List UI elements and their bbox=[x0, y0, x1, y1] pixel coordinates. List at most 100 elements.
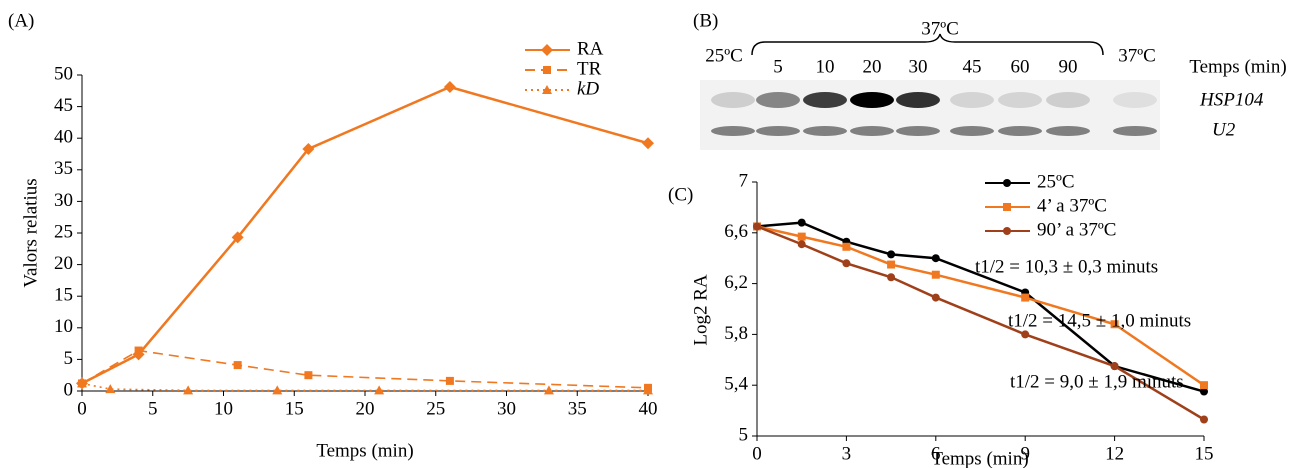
band bbox=[1113, 126, 1157, 136]
lane-label: 60 bbox=[1011, 56, 1030, 77]
x-tick-label: 3 bbox=[842, 443, 852, 464]
marker bbox=[1111, 362, 1119, 370]
marker bbox=[446, 377, 454, 385]
band bbox=[711, 126, 755, 136]
band bbox=[756, 126, 800, 136]
marker bbox=[642, 137, 654, 149]
marker bbox=[1003, 227, 1011, 235]
marker bbox=[1003, 203, 1011, 211]
band bbox=[950, 126, 994, 136]
series-line bbox=[757, 226, 1204, 385]
legend-label: kD bbox=[577, 78, 599, 99]
lane-label: 45 bbox=[963, 56, 982, 77]
lane-label: 5 bbox=[773, 56, 783, 77]
band bbox=[756, 92, 800, 108]
y-tick-label: 5 bbox=[739, 424, 749, 445]
y-tick-label: 20 bbox=[54, 253, 73, 274]
x-tick-label: 0 bbox=[752, 443, 762, 464]
x-tick-label: 12 bbox=[1105, 443, 1124, 464]
marker bbox=[543, 66, 551, 74]
legend-label: TR bbox=[577, 58, 602, 79]
series-line bbox=[82, 87, 648, 383]
band bbox=[850, 92, 894, 108]
x-tick-label: 30 bbox=[497, 398, 516, 419]
y-tick-label: 5,4 bbox=[724, 374, 748, 395]
y-axis-label: Log2 RA bbox=[690, 274, 711, 346]
y-tick-label: 6,2 bbox=[724, 272, 748, 293]
y-tick-label: 35 bbox=[54, 158, 73, 179]
x-tick-label: 20 bbox=[356, 398, 375, 419]
marker bbox=[842, 259, 850, 267]
control-label: 25ºC bbox=[705, 45, 743, 66]
band bbox=[998, 126, 1042, 136]
band bbox=[803, 126, 847, 136]
time-label: Temps (min) bbox=[1189, 56, 1286, 77]
marker bbox=[304, 371, 312, 379]
lane-label: 30 bbox=[909, 56, 928, 77]
series-line bbox=[82, 383, 648, 390]
x-tick-label: 0 bbox=[77, 398, 87, 419]
panel-label: (B) bbox=[693, 10, 718, 31]
panel-label: (A) bbox=[8, 10, 34, 31]
annotation: t1/2 = 14,5 ± 1,0 minuts bbox=[1008, 310, 1191, 331]
annotation: t1/2 = 9,0 ± 1,9 minuts bbox=[1010, 371, 1184, 392]
x-tick-label: 10 bbox=[214, 398, 233, 419]
y-tick-label: 10 bbox=[54, 316, 73, 337]
band bbox=[1113, 92, 1157, 108]
band bbox=[998, 92, 1042, 108]
marker bbox=[932, 294, 940, 302]
marker bbox=[1200, 381, 1208, 389]
marker bbox=[932, 271, 940, 279]
band bbox=[711, 92, 755, 108]
band bbox=[896, 126, 940, 136]
y-tick-label: 45 bbox=[54, 95, 73, 116]
x-axis-label: Temps (min) bbox=[316, 440, 413, 461]
x-axis-label: Temps (min) bbox=[931, 448, 1028, 468]
series-line bbox=[82, 351, 648, 388]
panel-label: (C) bbox=[668, 184, 693, 205]
marker bbox=[1200, 415, 1208, 423]
marker bbox=[842, 243, 850, 251]
marker bbox=[887, 261, 895, 269]
y-axis-label: Valors relatius bbox=[20, 178, 41, 287]
recovery-label: 37ºC bbox=[1118, 45, 1156, 66]
y-tick-label: 50 bbox=[54, 63, 73, 84]
y-tick-label: 30 bbox=[54, 190, 73, 211]
lane-label: 90 bbox=[1059, 56, 1078, 77]
legend-label: 4’ a 37ºC bbox=[1037, 195, 1107, 216]
marker bbox=[887, 250, 895, 258]
y-tick-label: 40 bbox=[54, 127, 73, 148]
annotation: t1/2 = 10,3 ± 0,3 minuts bbox=[975, 256, 1158, 277]
marker bbox=[753, 222, 761, 230]
y-tick-label: 25 bbox=[54, 221, 73, 242]
x-tick-label: 5 bbox=[148, 398, 158, 419]
band bbox=[1046, 92, 1090, 108]
band bbox=[1046, 126, 1090, 136]
y-tick-label: 7 bbox=[739, 170, 749, 191]
x-tick-label: 25 bbox=[426, 398, 445, 419]
gene-label: HSP104 bbox=[1199, 89, 1264, 110]
y-tick-label: 5,8 bbox=[724, 323, 748, 344]
lane-label: 20 bbox=[863, 56, 882, 77]
legend-label: 90’ a 37ºC bbox=[1037, 219, 1116, 240]
marker bbox=[1021, 294, 1029, 302]
gene-label: U2 bbox=[1212, 119, 1236, 140]
marker bbox=[1003, 179, 1011, 187]
marker bbox=[932, 254, 940, 262]
marker bbox=[444, 81, 456, 93]
x-tick-label: 15 bbox=[285, 398, 304, 419]
y-tick-label: 5 bbox=[64, 348, 74, 369]
x-tick-label: 40 bbox=[639, 398, 658, 419]
gel-background bbox=[700, 80, 1160, 150]
legend-label: RA bbox=[577, 38, 604, 59]
legend-label: 25ºC bbox=[1037, 171, 1075, 192]
lane-label: 10 bbox=[816, 56, 835, 77]
marker bbox=[544, 385, 554, 394]
marker bbox=[798, 219, 806, 227]
marker bbox=[798, 240, 806, 248]
band bbox=[850, 126, 894, 136]
y-tick-label: 6,6 bbox=[724, 221, 748, 242]
x-tick-label: 15 bbox=[1195, 443, 1214, 464]
y-tick-label: 15 bbox=[54, 285, 73, 306]
y-tick-label: 0 bbox=[64, 379, 74, 400]
